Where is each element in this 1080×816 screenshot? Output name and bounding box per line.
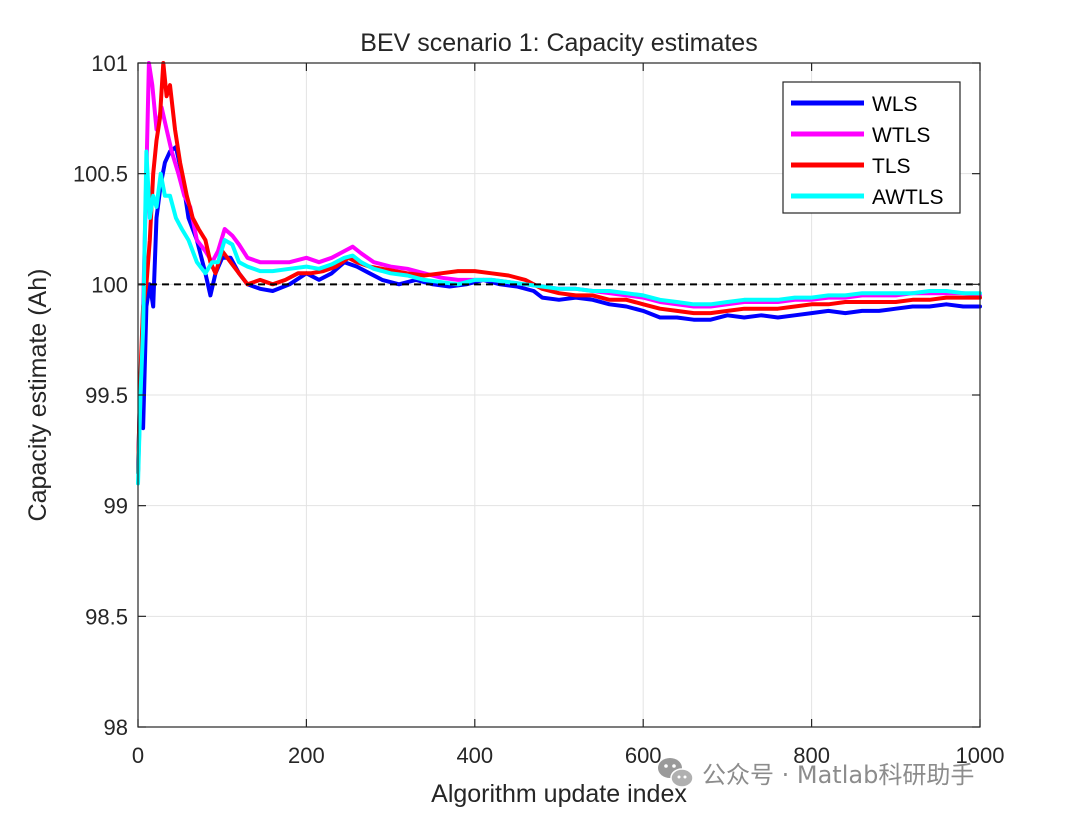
- wechat-icon: [658, 758, 694, 788]
- legend: WLS WTLS TLS AWTLS: [782, 81, 961, 214]
- series-line-tls: [136, 61, 982, 475]
- x-axis-ticks: 0 200 400 600 800 1000: [132, 63, 1005, 768]
- x-tick-label: 600: [625, 743, 662, 768]
- y-tick-label: 100: [91, 272, 128, 297]
- watermark-text: 公众号 · Matlab科研助手: [702, 761, 974, 789]
- legend-label-tls: TLS: [872, 155, 911, 178]
- series-line-awtls: [136, 149, 982, 486]
- x-tick-label: 1000: [956, 743, 1005, 768]
- x-axis-label: Algorithm update index: [431, 780, 687, 808]
- watermark: 公众号 · Matlab科研助手: [658, 758, 974, 789]
- x-tick-label: 800: [793, 743, 830, 768]
- y-axis-ticks: 98 98.5 99 99.5 100 100.5 101: [73, 51, 980, 740]
- y-tick-label: 101: [91, 51, 128, 76]
- series-line-wtls: [136, 61, 982, 475]
- y-tick-label: 99: [104, 494, 128, 519]
- x-tick-label: 0: [132, 743, 144, 768]
- x-tick-label: 400: [456, 743, 493, 768]
- y-tick-label: 100.5: [73, 162, 128, 187]
- x-tick-label: 200: [288, 743, 325, 768]
- y-tick-label: 98.5: [85, 604, 128, 629]
- legend-label-wtls: WTLS: [872, 124, 930, 147]
- y-tick-label: 99.5: [85, 383, 128, 408]
- y-axis-label: Capacity estimate (Ah): [24, 269, 52, 522]
- legend-label-wls: WLS: [872, 93, 918, 116]
- legend-label-awtls: AWTLS: [872, 186, 944, 209]
- y-tick-label: 98: [104, 715, 128, 740]
- chart-title: BEV scenario 1: Capacity estimates: [360, 29, 757, 57]
